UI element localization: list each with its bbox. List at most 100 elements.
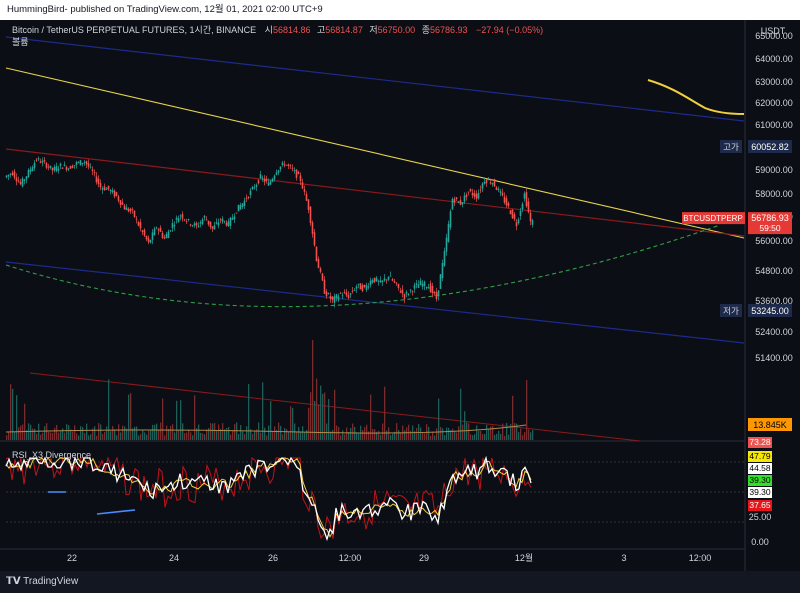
- candle-body: [469, 189, 472, 192]
- volume-bar: [480, 431, 482, 440]
- extreme-value-bg: [748, 304, 792, 317]
- candle-body: [339, 293, 342, 294]
- trend-lines: [5, 36, 745, 442]
- volume-bar: [226, 427, 228, 440]
- volume-bar: [190, 432, 192, 440]
- volume-bar: [436, 428, 438, 440]
- volume-bar: [158, 429, 160, 440]
- candle-body: [143, 229, 146, 236]
- candle-body: [507, 203, 510, 207]
- rsi-value-tag: 47.79: [748, 451, 772, 462]
- legend-open: 56814.86: [273, 25, 311, 35]
- volume-bar: [246, 426, 248, 440]
- volume-bar: [400, 432, 402, 440]
- volume-bar: [162, 398, 164, 440]
- rsi-tag-text: 39.30: [749, 475, 771, 485]
- candle-body: [523, 193, 526, 199]
- volume-bar: [198, 424, 200, 440]
- candle-body: [253, 187, 256, 189]
- candle-body: [485, 179, 488, 184]
- candle-body: [93, 172, 96, 173]
- candle-body: [425, 287, 428, 288]
- volume-bar: [250, 429, 252, 440]
- rsi-tick-label: 25.00: [749, 512, 772, 522]
- candle-body: [337, 296, 340, 301]
- volume-bar: [410, 430, 412, 440]
- volume-bar: [496, 433, 498, 440]
- candle-body: [117, 196, 120, 201]
- rsi-tag-bg: [748, 500, 772, 511]
- axis-unit-label: USDT: [761, 26, 786, 36]
- price-chart[interactable]: 65000.00 64000.00 63000.00 62000.00 61000.00…: [0, 0, 800, 571]
- tradingview-logo-icon: 𝗧𝗩: [6, 576, 21, 587]
- volume-bar: [502, 423, 504, 440]
- volume-bar: [454, 431, 456, 440]
- rsi-tag-text: 37.65: [749, 500, 771, 510]
- volume-bar: [80, 426, 82, 440]
- candle-body: [91, 169, 94, 172]
- rsi-tag-text: 73.28: [749, 437, 771, 447]
- legend-volume-label: 볼륨: [12, 37, 29, 47]
- candle-body: [27, 170, 30, 178]
- volume-bar: [224, 429, 226, 440]
- volume-bar: [156, 423, 158, 440]
- volume-bar: [24, 403, 26, 440]
- candle-body: [13, 171, 16, 178]
- price-tick-label: 61000.00: [755, 120, 793, 130]
- publish-line: HummingBird- published on TradingView.co…: [7, 4, 323, 15]
- time-axis[interactable]: 22 24 26 12:00 29 12월 3 12:00: [67, 552, 711, 563]
- candle-body: [283, 164, 286, 166]
- candle-body: [363, 284, 366, 287]
- volume-bar: [276, 430, 278, 440]
- symbol-tag: [682, 212, 745, 225]
- rsi-tag-bg: [748, 487, 772, 498]
- rsi-value-tag: 39.30: [748, 487, 772, 498]
- volume-bar: [140, 434, 142, 440]
- volume-bar: [20, 425, 22, 440]
- time-tick-label: 12:00: [689, 553, 712, 563]
- candle-body: [417, 284, 420, 288]
- volume-bar: [84, 433, 86, 440]
- candle-body: [225, 222, 228, 226]
- candle-body: [191, 225, 194, 227]
- candle-body: [521, 203, 524, 210]
- volume-bar: [530, 432, 532, 440]
- volume-bar: [88, 435, 90, 440]
- volume-bar: [54, 427, 56, 440]
- volume-bar: [478, 430, 480, 440]
- candle-body: [133, 210, 136, 217]
- candle-body: [435, 292, 438, 299]
- candle-body: [293, 170, 296, 171]
- candle-body: [255, 184, 258, 187]
- candle-body: [347, 294, 350, 299]
- volume-bar: [72, 431, 74, 440]
- candle-body: [399, 290, 402, 293]
- candle-body: [459, 200, 462, 205]
- price-tick-label: 51400.00: [755, 353, 793, 363]
- candle-body: [263, 178, 266, 183]
- trend-line-yellow: [5, 67, 745, 239]
- volume-bar: [260, 432, 262, 440]
- volume-bar: [390, 435, 392, 440]
- candle-body: [169, 230, 172, 232]
- candle-body: [407, 294, 410, 295]
- candle-body: [193, 223, 196, 226]
- volume-bar: [14, 431, 16, 440]
- volume-bar: [474, 434, 476, 440]
- candle-body: [289, 165, 292, 167]
- volume-bar: [116, 435, 118, 440]
- countdown-text: 59:50: [759, 223, 781, 233]
- volume-bar: [184, 433, 186, 440]
- candle-body: [157, 229, 160, 231]
- candle-body: [217, 222, 220, 226]
- candle-body: [415, 283, 418, 285]
- volume-bar: [352, 423, 354, 440]
- volume-bar: [356, 432, 358, 440]
- candle-body: [499, 191, 502, 193]
- rsi-value-tag: 73.28: [748, 437, 772, 448]
- volume-bar: [58, 432, 60, 440]
- candle-body: [487, 179, 490, 181]
- candle-body: [207, 220, 210, 225]
- candle-body: [131, 208, 134, 210]
